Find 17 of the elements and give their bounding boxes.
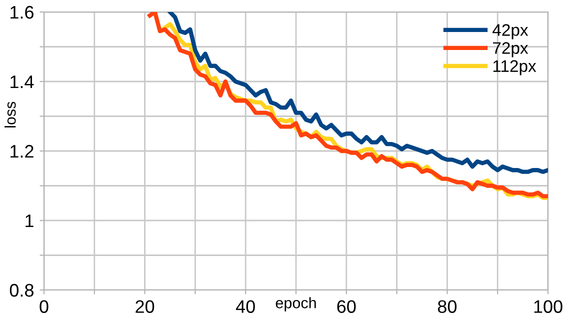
y-tick-label: 1 bbox=[26, 214, 34, 228]
x-tick-label: 60 bbox=[337, 300, 356, 313]
y-tick-label: 1.6 bbox=[10, 6, 34, 19]
x-tick-label: 0 bbox=[40, 300, 48, 313]
x-tick-label: 80 bbox=[438, 300, 457, 313]
y-tick-label: 1.4 bbox=[10, 76, 34, 88]
x-tick-label: 20 bbox=[136, 300, 154, 313]
y-tick-label: 1.2 bbox=[10, 144, 34, 158]
y-axis-title: loss bbox=[4, 102, 16, 128]
legend-label: 42px bbox=[492, 24, 528, 40]
y-tick-label: 0.8 bbox=[10, 284, 34, 297]
line-series bbox=[168, 12, 548, 174]
x-axis-title: epoch bbox=[276, 297, 316, 312]
x-tick-label: 40 bbox=[236, 300, 255, 313]
legend-label: 112px bbox=[493, 60, 536, 76]
x-tick-label: 100 bbox=[534, 300, 562, 313]
legend-label: 72px bbox=[493, 42, 528, 58]
